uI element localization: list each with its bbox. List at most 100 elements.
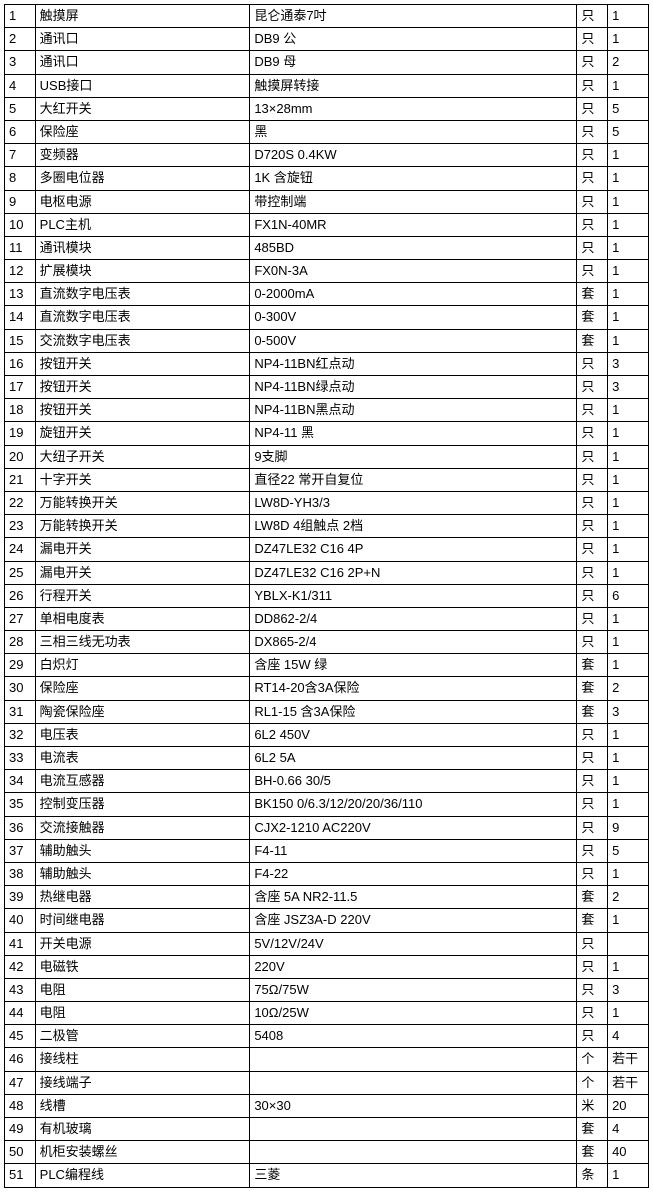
table-cell: BH-0.66 30/5 <box>250 770 577 793</box>
table-cell: 13 <box>5 283 36 306</box>
table-cell: 只 <box>577 631 608 654</box>
table-cell: 按钮开关 <box>35 399 250 422</box>
table-cell: 电阻 <box>35 1002 250 1025</box>
table-cell: 13×28mm <box>250 97 577 120</box>
table-row: 13直流数字电压表0-2000mA套1 <box>5 283 649 306</box>
table-row: 11通讯模块485BD只1 <box>5 236 649 259</box>
table-cell: DX865-2/4 <box>250 631 577 654</box>
table-cell: 触摸屏转接 <box>250 74 577 97</box>
table-cell: 15 <box>5 329 36 352</box>
table-cell: 1 <box>608 399 649 422</box>
table-cell: NP4-11BN红点动 <box>250 352 577 375</box>
table-cell: 0-500V <box>250 329 577 352</box>
table-cell: 电枢电源 <box>35 190 250 213</box>
table-cell: RL1-15 含3A保险 <box>250 700 577 723</box>
table-cell: 保险座 <box>35 120 250 143</box>
table-cell: 5 <box>608 120 649 143</box>
table-cell: 1 <box>608 28 649 51</box>
table-cell: 26 <box>5 584 36 607</box>
table-row: 2通讯口DB9 公只1 <box>5 28 649 51</box>
table-cell: 只 <box>577 770 608 793</box>
table-cell: 保险座 <box>35 677 250 700</box>
table-cell: 1 <box>608 955 649 978</box>
table-cell: 1 <box>608 306 649 329</box>
table-row: 29白炽灯含座 15W 绿套1 <box>5 654 649 677</box>
table-cell: 只 <box>577 399 608 422</box>
table-row: 5大红开关13×28mm只5 <box>5 97 649 120</box>
table-cell: 十字开关 <box>35 468 250 491</box>
table-row: 46接线柱个若干 <box>5 1048 649 1071</box>
table-cell: 只 <box>577 1002 608 1025</box>
table-cell: 只 <box>577 213 608 236</box>
table-cell: F4-11 <box>250 839 577 862</box>
table-row: 47接线端子个若干 <box>5 1071 649 1094</box>
table-cell: 只 <box>577 260 608 283</box>
table-cell: 只 <box>577 978 608 1001</box>
table-cell <box>250 1118 577 1141</box>
table-cell: 7 <box>5 144 36 167</box>
table-cell: 19 <box>5 422 36 445</box>
table-cell: 5 <box>608 839 649 862</box>
table-cell: 机柜安装螺丝 <box>35 1141 250 1164</box>
table-cell: 只 <box>577 607 608 630</box>
table-row: 18按钮开关NP4-11BN黑点动只1 <box>5 399 649 422</box>
table-cell <box>608 932 649 955</box>
table-cell: 22 <box>5 491 36 514</box>
table-row: 1触摸屏昆仑通泰7吋只1 <box>5 5 649 28</box>
table-cell: 套 <box>577 329 608 352</box>
table-cell: 5 <box>5 97 36 120</box>
table-cell: 28 <box>5 631 36 654</box>
table-cell: 0-300V <box>250 306 577 329</box>
table-cell: 36 <box>5 816 36 839</box>
table-cell: 昆仑通泰7吋 <box>250 5 577 28</box>
table-cell: 只 <box>577 561 608 584</box>
table-cell: F4-22 <box>250 862 577 885</box>
table-cell: 1 <box>608 723 649 746</box>
table-cell: 220V <box>250 955 577 978</box>
table-cell: 10Ω/25W <box>250 1002 577 1025</box>
table-row: 34电流互感器BH-0.66 30/5只1 <box>5 770 649 793</box>
parts-table: 1触摸屏昆仑通泰7吋只12通讯口DB9 公只13通讯口DB9 母只24USB接口… <box>4 4 649 1188</box>
table-cell: 三菱 <box>250 1164 577 1187</box>
table-cell: 含座 JSZ3A-D 220V <box>250 909 577 932</box>
table-cell: 直径22 常开自复位 <box>250 468 577 491</box>
table-cell: 只 <box>577 839 608 862</box>
table-cell: 套 <box>577 886 608 909</box>
table-cell: 4 <box>5 74 36 97</box>
table-cell: 14 <box>5 306 36 329</box>
table-cell: 42 <box>5 955 36 978</box>
table-row: 20大纽子开关9支脚只1 <box>5 445 649 468</box>
table-cell: 二极管 <box>35 1025 250 1048</box>
table-cell: 只 <box>577 74 608 97</box>
table-cell: 1 <box>608 468 649 491</box>
table-row: 26行程开关YBLX-K1/311只6 <box>5 584 649 607</box>
table-cell: 电流互感器 <box>35 770 250 793</box>
table-row: 38辅助触头F4-22只1 <box>5 862 649 885</box>
table-cell: PLC编程线 <box>35 1164 250 1187</box>
table-cell: 3 <box>608 978 649 1001</box>
table-row: 49有机玻璃套4 <box>5 1118 649 1141</box>
table-cell: 触摸屏 <box>35 5 250 28</box>
table-cell: 6L2 5A <box>250 747 577 770</box>
table-cell: 只 <box>577 584 608 607</box>
table-row: 30保险座RT14-20含3A保险套2 <box>5 677 649 700</box>
table-cell: 个 <box>577 1048 608 1071</box>
table-cell: 10 <box>5 213 36 236</box>
table-cell: 0-2000mA <box>250 283 577 306</box>
table-cell: 2 <box>608 886 649 909</box>
table-cell: 18 <box>5 399 36 422</box>
table-row: 17按钮开关NP4-11BN绿点动只3 <box>5 376 649 399</box>
table-cell: 1 <box>5 5 36 28</box>
table-cell: CJX2-1210 AC220V <box>250 816 577 839</box>
table-row: 25漏电开关DZ47LE32 C16 2P+N只1 <box>5 561 649 584</box>
table-cell: 时间继电器 <box>35 909 250 932</box>
table-row: 8多圈电位器1K 含旋钮只1 <box>5 167 649 190</box>
table-cell: 条 <box>577 1164 608 1187</box>
table-row: 22万能转换开关LW8D-YH3/3只1 <box>5 491 649 514</box>
table-row: 28三相三线无功表DX865-2/4只1 <box>5 631 649 654</box>
table-row: 23万能转换开关LW8D 4组触点 2档只1 <box>5 515 649 538</box>
table-cell: 1 <box>608 631 649 654</box>
table-cell: 1 <box>608 862 649 885</box>
table-cell: 单相电度表 <box>35 607 250 630</box>
table-cell: LW8D-YH3/3 <box>250 491 577 514</box>
